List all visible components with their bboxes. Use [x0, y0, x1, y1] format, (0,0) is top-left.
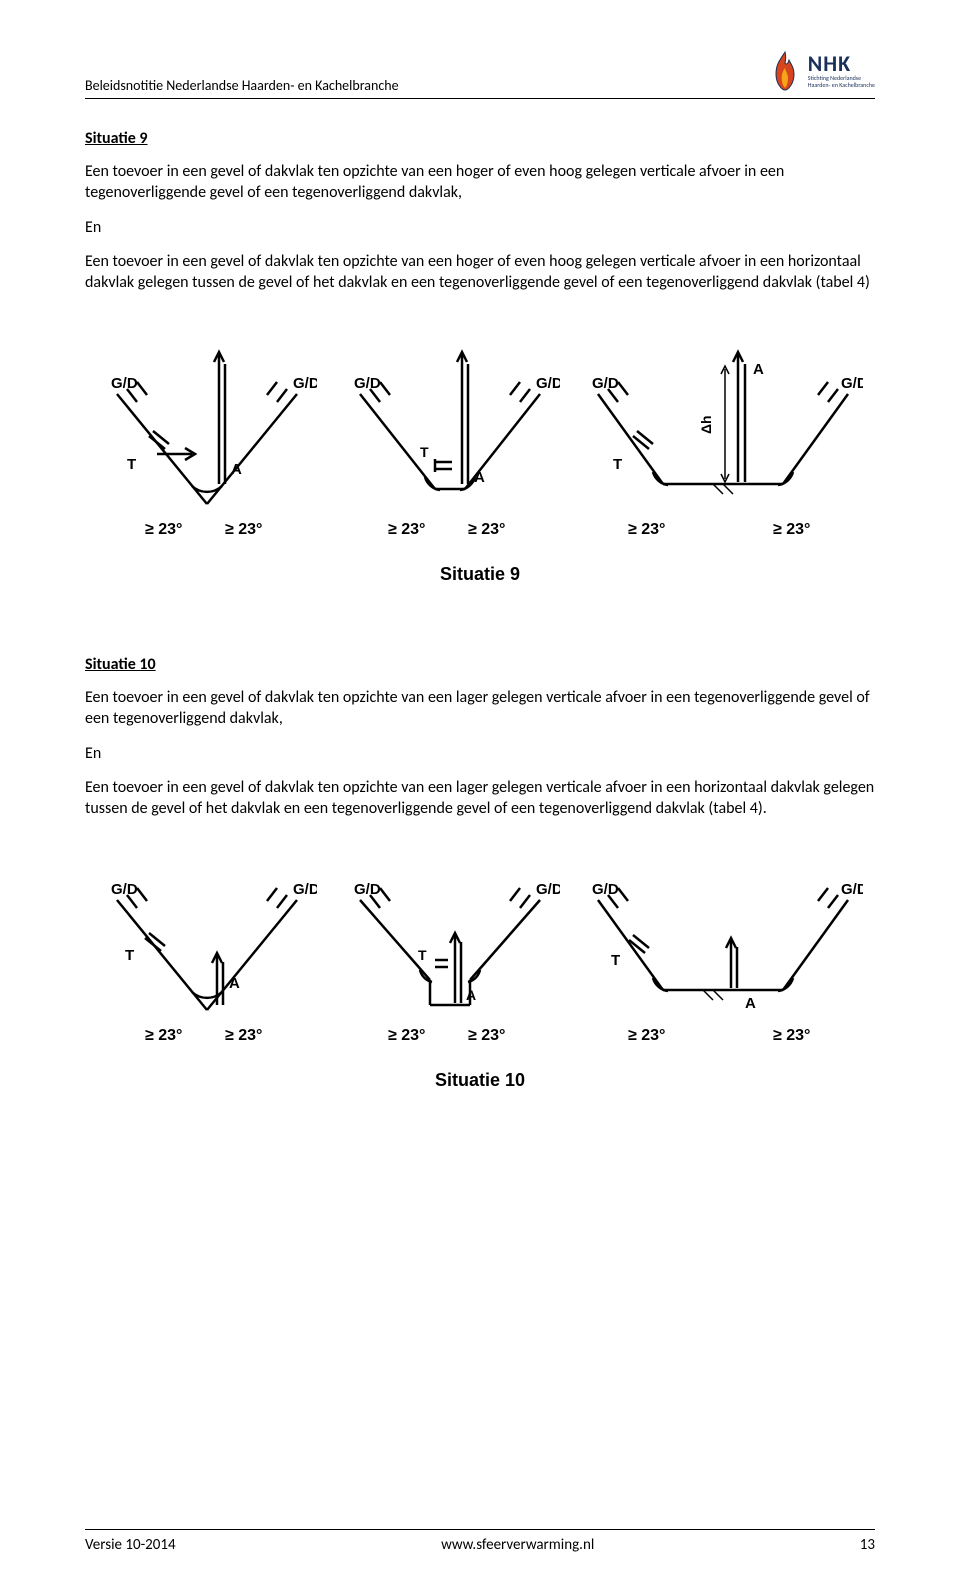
s9-title: Situatie 9 — [85, 129, 875, 148]
header-title: Beleidsnotitie Nederlandse Haarden- en K… — [85, 77, 399, 94]
a-label: A — [466, 987, 476, 1003]
s10-title: Situatie 10 — [85, 655, 875, 674]
gd-label: G/D — [293, 881, 317, 898]
t-label: T — [613, 456, 622, 473]
a-label: A — [231, 461, 242, 478]
t-label: T — [125, 947, 134, 964]
s9-en: En — [85, 218, 875, 239]
angle-label: ≥ 23° — [388, 1027, 425, 1044]
s10-figures: G/D G/D T A ≥ 23° ≥ 23° G/D G/D T — [85, 860, 875, 1060]
angle-label: ≥ 23° — [145, 521, 182, 538]
angle-label: ≥ 23° — [628, 1027, 665, 1044]
t-label: T — [127, 456, 136, 473]
s10-diagram-1: G/D G/D T A ≥ 23° ≥ 23° — [97, 860, 317, 1060]
logo-text: NHK Stichting Nederlandse Haarden- en Ka… — [808, 53, 875, 88]
t-label: T — [420, 444, 429, 460]
s10-p1: Een toevoer in een gevel of dakvlak ten … — [85, 688, 875, 730]
s9-p2: Een toevoer in een gevel of dakvlak ten … — [85, 252, 875, 294]
angle-label: ≥ 23° — [628, 521, 665, 538]
t-label: T — [611, 952, 620, 969]
gd-label: G/D — [592, 375, 619, 392]
gd-label: G/D — [841, 375, 863, 392]
gd-label: G/D — [111, 881, 138, 898]
s10-diagram-3: G/D G/D T A ≥ 23° ≥ 23° — [583, 860, 863, 1060]
s9-figures: G/D G/D T A ≥ 23° ≥ 23° G/D G/D T — [85, 334, 875, 554]
gd-label: G/D — [293, 375, 317, 392]
angle-label: ≥ 23° — [225, 521, 262, 538]
angle-label: ≥ 23° — [388, 521, 425, 538]
a-label: A — [229, 975, 240, 992]
flame-icon — [768, 50, 802, 92]
s9-p1: Een toevoer in een gevel of dakvlak ten … — [85, 162, 875, 204]
t-label: T — [418, 947, 427, 963]
gd-label: G/D — [354, 881, 381, 898]
logo-sub2: Haarden- en Kachelbranche — [808, 82, 875, 89]
page-footer: Versie 10-2014 www.sfeerverwarming.nl 13 — [85, 1529, 875, 1554]
footer-page: 13 — [860, 1536, 875, 1554]
s9-diagram-1: G/D G/D T A ≥ 23° ≥ 23° — [97, 334, 317, 554]
s10-en: En — [85, 744, 875, 765]
s9-caption: Situatie 9 — [85, 564, 875, 585]
angle-label: ≥ 23° — [468, 1027, 505, 1044]
s9-diagram-2: G/D G/D T A ≥ 23° ≥ 23° — [340, 334, 560, 554]
gd-label: G/D — [841, 881, 863, 898]
angle-label: ≥ 23° — [145, 1027, 182, 1044]
gd-label: G/D — [536, 881, 560, 898]
gd-label: G/D — [592, 881, 619, 898]
gd-label: G/D — [536, 375, 560, 392]
footer-url: www.sfeerverwarming.nl — [441, 1536, 594, 1554]
dh-label: Δh — [698, 415, 714, 434]
a-label: A — [745, 995, 756, 1012]
gd-label: G/D — [354, 375, 381, 392]
logo-main: NHK — [808, 53, 875, 75]
s10-p2: Een toevoer in een gevel of dakvlak ten … — [85, 778, 875, 820]
a-label: A — [753, 361, 764, 378]
s9-diagram-3: G/D G/D T A Δh ≥ 23° ≥ 23° — [583, 334, 863, 554]
angle-label: ≥ 23° — [773, 521, 810, 538]
nhk-logo: NHK Stichting Nederlandse Haarden- en Ka… — [768, 50, 875, 94]
a-label: A — [474, 469, 485, 486]
page-header: Beleidsnotitie Nederlandse Haarden- en K… — [85, 50, 875, 99]
gd-label: G/D — [111, 375, 138, 392]
angle-label: ≥ 23° — [773, 1027, 810, 1044]
s10-caption: Situatie 10 — [85, 1070, 875, 1091]
angle-label: ≥ 23° — [468, 521, 505, 538]
angle-label: ≥ 23° — [225, 1027, 262, 1044]
footer-version: Versie 10-2014 — [85, 1536, 176, 1554]
s10-diagram-2: G/D G/D T A ≥ 23° ≥ 23° — [340, 860, 560, 1060]
